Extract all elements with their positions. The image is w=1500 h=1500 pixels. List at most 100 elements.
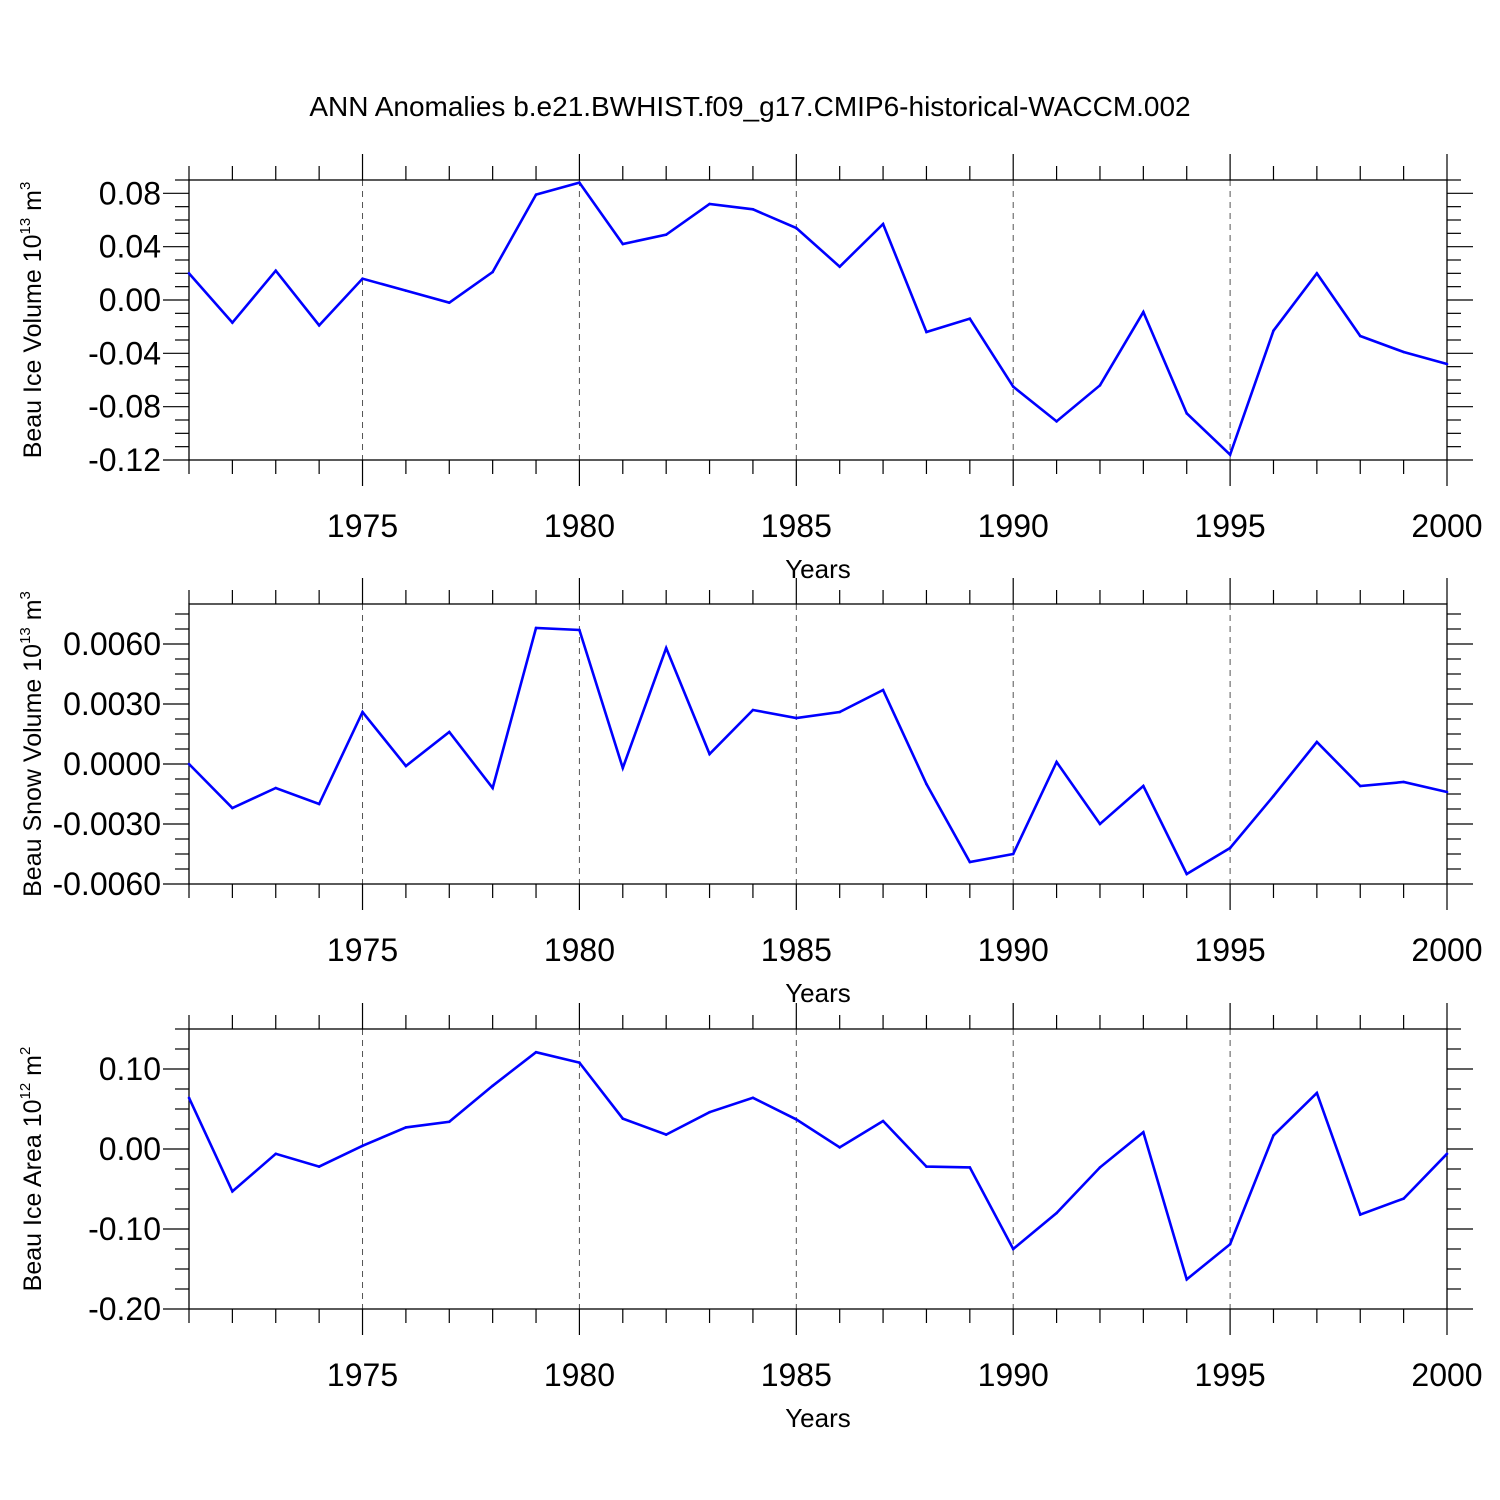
data-point [1358,334,1362,338]
data-point [1402,780,1405,784]
y-axis-title-unit: m [19,190,47,218]
data-point [1185,1278,1189,1281]
x-tick-label: 1975 [327,932,398,968]
data-point [795,716,798,720]
y-tick-label: -0.20 [88,1291,161,1327]
chart-panel-2: -0.0060 -0.0030 0.0000 0.0030 0.0060 1975 1980… [17,578,1483,1008]
data-point [838,265,841,268]
y-axis-title-exponent: 13 [17,218,34,235]
data-point [881,688,885,692]
data-point [491,270,494,274]
plot-frame [188,1028,1448,1310]
x-tick-label: 1975 [327,1357,398,1393]
y-axis-title-exponent: 13 [17,627,34,644]
y-tick-label: 0.0000 [63,746,161,782]
x-tick-label: 1975 [327,508,398,544]
data-point [404,289,408,292]
y-tick-label: 0.00 [99,1131,161,1167]
data-point [621,242,625,246]
data-point [534,1050,538,1054]
chart-panel-1: -0.12 -0.08 -0.04 0.00 0.04 0.08 1975 1980 1985 1… [17,154,1483,584]
series-line [187,1050,1448,1282]
data-point [317,324,321,327]
y-tick-label: 0.0060 [63,626,161,662]
y-tick-label: -0.0060 [52,866,161,902]
data-point [1142,784,1145,788]
y-axis-title-unit-exponent: 3 [17,182,34,190]
y-axis-title-unit-exponent: 2 [17,1047,34,1055]
data-point [751,708,755,712]
data-point [1185,412,1189,415]
data-point [925,1165,928,1168]
y-tick-label: -0.04 [88,335,161,371]
data-point [274,1152,278,1156]
data-point [664,1133,668,1136]
data-point [1228,453,1232,456]
data-point [1055,1211,1058,1215]
data-point [1358,1213,1362,1216]
y-tick-label: 0.08 [99,175,161,211]
data-point [1445,1152,1449,1156]
data-point [1055,420,1058,423]
x-axis-title: Years [785,554,851,584]
series-line [188,626,1448,876]
data-point [664,233,668,236]
data-point [404,1126,408,1129]
y-tick-label: -0.10 [88,1211,161,1247]
data-point [274,786,278,790]
data-point [838,710,841,714]
y-tick-label: 0.0030 [63,686,161,722]
data-point [1011,385,1015,388]
data-point [1185,872,1189,876]
data-point [708,202,711,206]
data-point [1402,1197,1405,1200]
x-tick-label: 2000 [1411,1357,1482,1393]
data-point [534,193,538,196]
x-tick-label: 1985 [761,508,832,544]
data-point [621,1117,625,1120]
y-tick-label: -0.12 [88,442,161,478]
data-point [361,710,364,714]
data-point [968,1166,972,1169]
data-point [578,181,581,184]
data-point [231,321,234,324]
y-axis-title-base: Beau Snow Volume 10 [19,644,47,897]
data-point [1011,852,1015,856]
data-point [447,730,451,734]
data-point [1272,329,1275,332]
x-tick-label: 1990 [978,1357,1049,1393]
y-axis-title-base: Beau Ice Volume 10 [19,235,47,459]
data-point [968,860,972,864]
data-point [1272,794,1275,798]
data-point [317,802,321,806]
data-point [1445,790,1449,794]
data-point [1272,1134,1275,1137]
plot-frame [188,179,1448,461]
data-point [1098,822,1102,826]
y-tick-label: -0.0030 [52,806,161,842]
data-point [881,222,885,226]
data-point [838,1146,841,1149]
x-tick-label: 1980 [544,508,615,544]
x-tick-label: 1995 [1195,1357,1266,1393]
data-point [447,301,451,304]
data-point [1315,272,1319,275]
figure-title: ANN Anomalies b.e21.BWHIST.f09_g17.CMIP6… [309,91,1190,122]
data-point [187,762,191,766]
data-point [404,764,408,768]
data-point [534,626,538,630]
data-point [795,1118,798,1121]
data-point [1402,350,1405,354]
data-point [621,766,625,770]
data-point [1228,846,1232,850]
y-tick-label: 0.10 [99,1051,161,1087]
data-point [1358,784,1362,788]
data-point [317,1165,321,1168]
data-point [925,782,928,786]
data-point [578,1061,581,1064]
x-tick-label: 1980 [544,932,615,968]
data-point [925,330,928,334]
x-tick-label: 2000 [1411,508,1482,544]
plot-frame [188,603,1448,885]
